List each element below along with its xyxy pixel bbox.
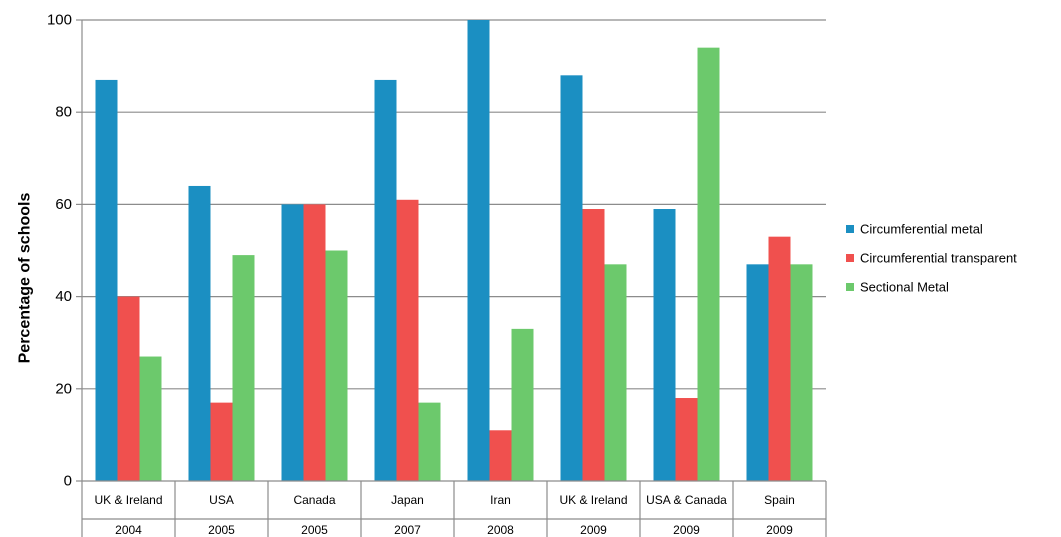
x-tick-year: 2008 xyxy=(487,523,514,537)
x-tick-year: 2009 xyxy=(580,523,607,537)
x-tick-year: 2009 xyxy=(766,523,793,537)
y-axis-label: Percentage of schools xyxy=(17,193,34,364)
bar xyxy=(396,199,419,482)
bar xyxy=(467,20,490,481)
legend-swatch xyxy=(846,283,854,291)
legend-label: Sectional Metal xyxy=(860,280,949,295)
legend-label: Circumferential transparent xyxy=(860,251,1017,266)
x-tick-label: UK & Ireland xyxy=(94,493,162,507)
legend-swatch xyxy=(846,225,854,233)
x-tick-year: 2005 xyxy=(208,523,235,537)
bar xyxy=(325,250,348,481)
bar xyxy=(117,296,140,481)
x-tick-year: 2007 xyxy=(394,523,421,537)
x-tick-label: USA & Canada xyxy=(646,493,727,507)
bar xyxy=(790,264,813,481)
legend-swatch xyxy=(846,254,854,262)
y-tick-label: 100 xyxy=(47,12,72,29)
x-tick-label: Japan xyxy=(391,493,424,507)
x-tick-year: 2009 xyxy=(673,523,700,537)
bar xyxy=(675,398,698,481)
bar xyxy=(95,79,118,482)
x-tick-label: USA xyxy=(209,493,234,507)
x-tick-label: UK & Ireland xyxy=(559,493,627,507)
x-tick-label: Iran xyxy=(490,493,511,507)
x-tick-label: Canada xyxy=(293,493,335,507)
y-tick-label: 40 xyxy=(55,288,72,305)
legend-label: Circumferential metal xyxy=(860,222,983,237)
y-tick-labels: 0 20 40 60 80 100 xyxy=(47,12,72,490)
bar xyxy=(188,185,211,481)
bar xyxy=(303,204,326,481)
y-tick-label: 60 xyxy=(55,196,72,213)
bars xyxy=(95,20,813,482)
bar xyxy=(560,75,583,481)
category-table: UK & Ireland 2004 USA 2005 Canada 2005 Japan 20… xyxy=(81,481,827,537)
bar xyxy=(281,204,304,481)
bar xyxy=(210,402,233,481)
x-tick-label: Spain xyxy=(764,493,795,507)
bar xyxy=(768,236,791,481)
bar xyxy=(746,264,769,481)
y-tick-label: 20 xyxy=(55,380,72,397)
legend: Circumferential metal Circumferential tra… xyxy=(846,222,1017,295)
bar xyxy=(697,47,720,481)
bar xyxy=(653,209,676,481)
y-tick-label: 0 xyxy=(64,473,72,490)
bar xyxy=(139,356,162,481)
y-tick-label: 80 xyxy=(55,104,72,121)
bar xyxy=(511,328,534,481)
x-tick-year: 2004 xyxy=(115,523,142,537)
bar xyxy=(374,79,397,482)
bar xyxy=(604,264,627,481)
bar xyxy=(232,255,255,481)
bar xyxy=(489,430,512,481)
bar xyxy=(582,209,605,481)
x-tick-year: 2005 xyxy=(301,523,328,537)
bar xyxy=(418,402,441,481)
